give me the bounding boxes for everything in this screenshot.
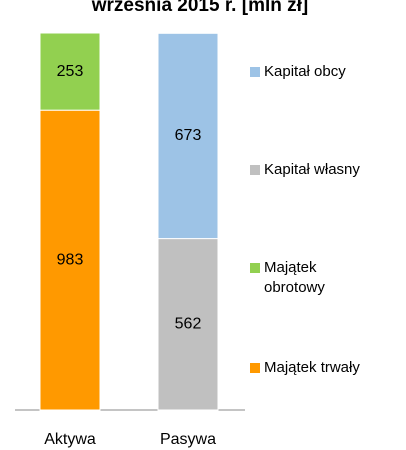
data-label: 983	[57, 251, 84, 268]
bar-segment	[157, 32, 219, 240]
bar-segment	[39, 109, 101, 411]
data-label: 253	[57, 63, 84, 80]
legend-label: Kapitał obcy	[264, 63, 346, 80]
legend-item: Kapitał własny	[250, 160, 400, 180]
legend-item: Majątek trwały	[250, 358, 400, 378]
chart-title: września 2015 r. [mln zł]	[91, 0, 308, 16]
legend-label: Kapitał własny	[264, 161, 360, 178]
legend-swatch	[250, 67, 260, 77]
bar-segment	[39, 32, 101, 111]
legend-item: Majątek obrotowy	[250, 258, 400, 298]
bar-segment	[157, 238, 219, 411]
x-tick-label: Aktywa	[44, 431, 96, 448]
x-tick-label: Pasywa	[160, 431, 216, 448]
legend-label: Majątek obrotowy	[264, 259, 325, 296]
legend-label: Majątek trwały	[264, 359, 360, 376]
legend-swatch	[250, 363, 260, 373]
data-label: 673	[175, 127, 202, 144]
legend-swatch	[250, 165, 260, 175]
legend-item: Kapitał obcy	[250, 62, 400, 82]
data-label: 562	[175, 316, 202, 333]
legend-swatch	[250, 263, 260, 273]
